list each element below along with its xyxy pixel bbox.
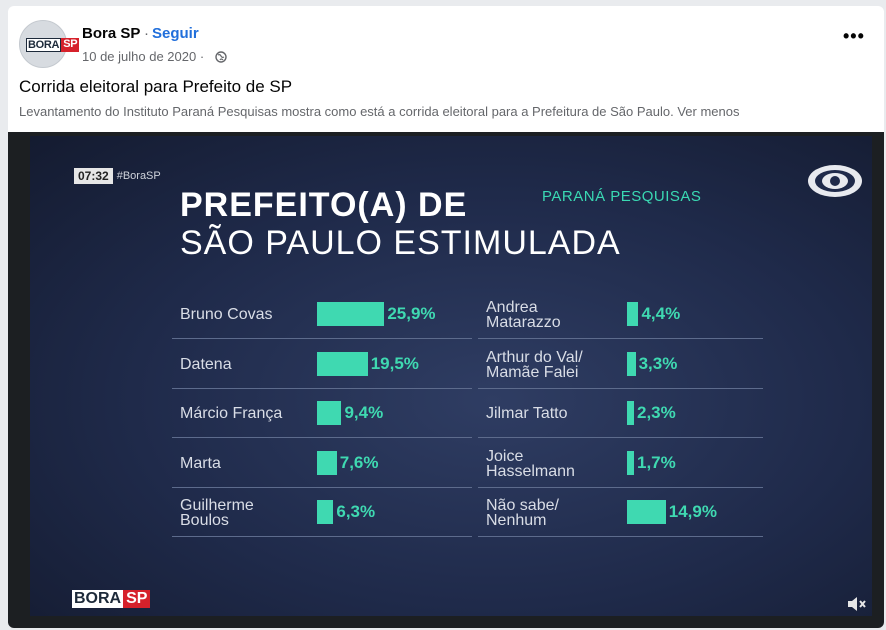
survey-source: PARANÁ PESQUISAS — [542, 188, 702, 205]
see-less-link[interactable]: Ver menos — [677, 104, 740, 119]
post-text: Levantamento do Instituto Paraná Pesquis… — [19, 104, 740, 119]
bar-left-2 — [317, 401, 342, 425]
row-separator — [478, 437, 763, 438]
candidate-name: Datena — [180, 355, 232, 373]
timestamp-box: 07:32 #BoraSP — [74, 168, 161, 184]
candidate-name: Mamãe Falei — [486, 363, 579, 381]
video-frame: 07:32 #BoraSP PREFEITO(A) DE SÃO PAULO E… — [30, 136, 872, 616]
bar-right-3 — [627, 450, 634, 475]
candidate-name: Márcio França — [180, 405, 283, 422]
percent-label: 25,9% — [387, 304, 436, 323]
percent-label: 9,4% — [344, 403, 384, 422]
candidate-name: Não sabe/ — [486, 497, 559, 514]
post-title: Corrida eleitoral para Prefeito de SP — [19, 77, 293, 96]
candidate-name: Boulos — [180, 512, 229, 529]
bora-sp-watermark: BORA SP — [72, 590, 151, 608]
globe-icon — [215, 51, 227, 63]
bora-sp-logo: BORA SP — [26, 38, 80, 52]
percent-label: 14,9% — [668, 502, 717, 521]
bar-left-4 — [317, 500, 334, 524]
row-separator — [172, 437, 472, 438]
candidate-name: Jilmar Tatto — [486, 405, 568, 422]
mute-icon[interactable] — [846, 594, 868, 614]
candidate-name: Nenhum — [486, 512, 547, 529]
bar-right-4 — [627, 500, 666, 524]
row-separator — [478, 387, 763, 389]
candidate-name: Marta — [180, 454, 221, 472]
broadcast-time: 07:32 — [74, 168, 113, 184]
percent-label: 3,3% — [638, 353, 678, 373]
row-separator — [478, 536, 763, 537]
page-avatar[interactable]: BORA SP — [19, 20, 80, 68]
candidate-name: Arthur do Val/ — [486, 348, 583, 366]
bar-right-0 — [627, 302, 639, 326]
row-separator — [172, 486, 472, 488]
row-separator — [478, 486, 763, 488]
percent-label: 1,7% — [637, 452, 676, 472]
candidate-name: Bruno Covas — [180, 306, 273, 323]
bar-left-1 — [317, 351, 368, 376]
hashtag: #BoraSP — [116, 170, 161, 182]
percent-label: 7,6% — [339, 452, 379, 472]
page-name[interactable]: Bora SP — [82, 25, 141, 42]
bar-right-2 — [627, 401, 634, 425]
bar-left-3 — [317, 450, 337, 475]
band-eye-logo-icon — [808, 165, 862, 197]
row-separator — [172, 387, 472, 389]
percent-label: 4,4% — [641, 304, 681, 323]
bar-left-0 — [317, 302, 385, 326]
row-separator — [172, 338, 472, 339]
row-separator — [478, 338, 763, 339]
candidate-name: Guilherme — [180, 497, 254, 514]
bar-right-1 — [627, 351, 636, 376]
percent-label: 6,3% — [336, 502, 376, 521]
post-date[interactable]: 10 de julho de 2020 · — [82, 49, 205, 64]
candidate-name: Joice — [486, 447, 524, 465]
separator-dot: · — [144, 25, 149, 42]
row-separator — [172, 536, 472, 537]
video-player[interactable]: 07:32 #BoraSP PREFEITO(A) DE SÃO PAULO E… — [8, 132, 884, 628]
chart-title-line1: PREFEITO(A) DE — [180, 186, 468, 224]
more-options-icon[interactable]: ••• — [843, 26, 865, 46]
follow-button[interactable]: Seguir — [152, 25, 199, 42]
candidate-name: Hasselmann — [486, 462, 575, 480]
chart-title-line2: SÃO PAULO ESTIMULADA — [180, 224, 621, 262]
candidate-name: Andrea — [486, 299, 538, 316]
percent-label: 2,3% — [637, 403, 676, 422]
post-card: BORA SP Bora SP · Seguir 10 de julho de 2… — [8, 6, 884, 628]
percent-label: 19,5% — [370, 353, 419, 373]
candidate-name: Matarazzo — [486, 314, 561, 331]
